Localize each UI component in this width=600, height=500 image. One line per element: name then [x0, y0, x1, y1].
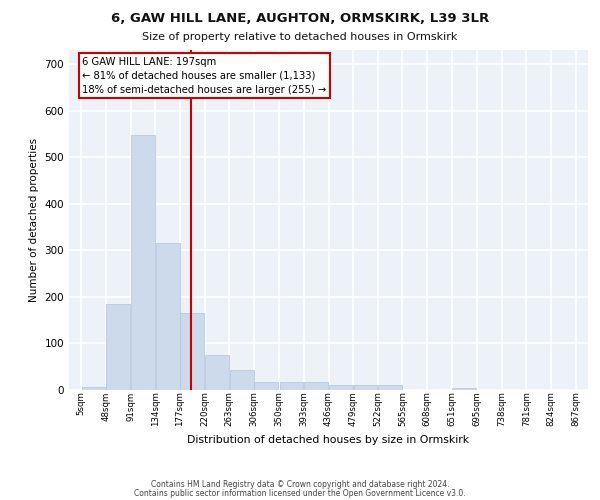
Bar — [254, 382, 278, 390]
Text: Contains HM Land Registry data © Crown copyright and database right 2024.: Contains HM Land Registry data © Crown c… — [151, 480, 449, 489]
Bar — [106, 304, 130, 390]
Text: Size of property relative to detached houses in Ormskirk: Size of property relative to detached ho… — [142, 32, 458, 42]
Bar — [131, 135, 155, 390]
Bar — [205, 355, 229, 390]
Bar — [155, 244, 179, 390]
Bar — [329, 386, 353, 390]
Bar — [280, 382, 304, 390]
Bar — [230, 370, 254, 390]
Text: 6, GAW HILL LANE, AUGHTON, ORMSKIRK, L39 3LR: 6, GAW HILL LANE, AUGHTON, ORMSKIRK, L39… — [111, 12, 489, 26]
Text: 6 GAW HILL LANE: 197sqm
← 81% of detached houses are smaller (1,133)
18% of semi: 6 GAW HILL LANE: 197sqm ← 81% of detache… — [82, 57, 327, 95]
X-axis label: Distribution of detached houses by size in Ormskirk: Distribution of detached houses by size … — [187, 434, 470, 444]
Y-axis label: Number of detached properties: Number of detached properties — [29, 138, 39, 302]
Bar — [353, 385, 377, 390]
Bar — [181, 313, 204, 390]
Bar — [378, 385, 402, 390]
Bar — [82, 386, 106, 390]
Bar — [452, 388, 476, 390]
Text: Contains public sector information licensed under the Open Government Licence v3: Contains public sector information licen… — [134, 488, 466, 498]
Bar — [304, 382, 328, 390]
